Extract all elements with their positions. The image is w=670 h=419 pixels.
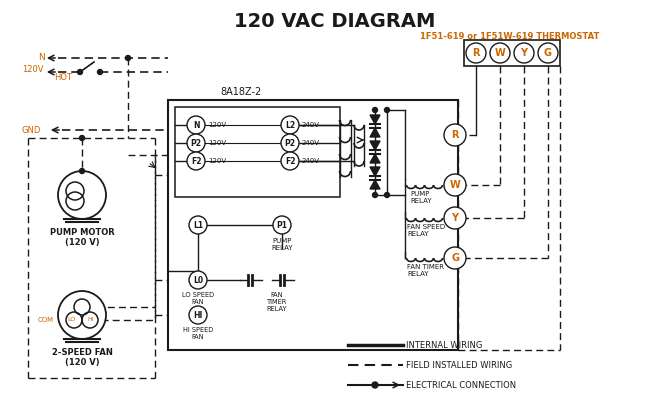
Text: INTERNAL WIRING: INTERNAL WIRING [406, 341, 482, 349]
Text: L2: L2 [285, 121, 295, 129]
Text: LO SPEED
FAN: LO SPEED FAN [182, 292, 214, 305]
Text: PUMP
RELAY: PUMP RELAY [410, 191, 431, 204]
Circle shape [281, 116, 299, 134]
Text: HOT: HOT [54, 73, 72, 83]
Text: HI: HI [88, 316, 94, 321]
Circle shape [444, 207, 466, 229]
Text: N: N [193, 121, 199, 129]
Circle shape [187, 116, 205, 134]
Text: G: G [451, 253, 459, 263]
Text: P2: P2 [190, 139, 202, 147]
Text: 240V: 240V [302, 140, 320, 146]
Text: R: R [452, 130, 459, 140]
Circle shape [514, 43, 534, 63]
Text: FAN
TIMER
RELAY: FAN TIMER RELAY [267, 292, 287, 312]
Circle shape [58, 171, 106, 219]
Circle shape [372, 382, 378, 388]
Circle shape [189, 216, 207, 234]
Circle shape [80, 135, 84, 140]
Text: 8A18Z-2: 8A18Z-2 [220, 87, 261, 97]
Circle shape [281, 152, 299, 170]
Text: HI SPEED
FAN: HI SPEED FAN [183, 327, 213, 340]
Polygon shape [370, 180, 380, 189]
Text: 120V: 120V [208, 122, 226, 128]
Text: HI: HI [194, 310, 203, 320]
Text: FIELD INSTALLED WIRING: FIELD INSTALLED WIRING [406, 360, 513, 370]
Text: G: G [544, 48, 552, 58]
Circle shape [187, 152, 205, 170]
Circle shape [385, 192, 389, 197]
Circle shape [98, 70, 103, 75]
Circle shape [444, 247, 466, 269]
Polygon shape [370, 115, 380, 124]
Polygon shape [370, 141, 380, 150]
Circle shape [444, 124, 466, 146]
Text: FAN SPEED
RELAY: FAN SPEED RELAY [407, 224, 445, 237]
Circle shape [189, 306, 207, 324]
Circle shape [466, 43, 486, 63]
Polygon shape [370, 154, 380, 163]
Text: LO: LO [68, 316, 76, 321]
Text: Y: Y [452, 213, 458, 223]
Text: F2: F2 [191, 157, 201, 166]
Text: PUMP
RELAY: PUMP RELAY [271, 238, 293, 251]
Circle shape [78, 70, 82, 75]
Text: N: N [38, 52, 45, 62]
Circle shape [187, 134, 205, 152]
Text: L1: L1 [193, 220, 203, 230]
Bar [175, 107, 340, 197]
Circle shape [490, 43, 510, 63]
Text: 1F51-619 or 1F51W-619 THERMOSTAT: 1F51-619 or 1F51W-619 THERMOSTAT [420, 32, 600, 41]
Circle shape [58, 291, 106, 339]
Circle shape [281, 134, 299, 152]
Text: 240V: 240V [302, 158, 320, 164]
Text: PUMP MOTOR
(120 V): PUMP MOTOR (120 V) [50, 228, 115, 247]
Text: FAN TIMER
RELAY: FAN TIMER RELAY [407, 264, 444, 277]
Circle shape [125, 55, 131, 60]
Text: ELECTRICAL CONNECTION: ELECTRICAL CONNECTION [406, 380, 516, 390]
Text: 120V: 120V [208, 158, 226, 164]
Text: Y: Y [521, 48, 527, 58]
Text: 2-SPEED FAN
(120 V): 2-SPEED FAN (120 V) [52, 348, 113, 367]
Circle shape [538, 43, 558, 63]
Text: W: W [494, 48, 505, 58]
Text: F2: F2 [285, 157, 295, 166]
Text: P1: P1 [277, 220, 287, 230]
Text: P2: P2 [285, 139, 295, 147]
Text: 120 VAC DIAGRAM: 120 VAC DIAGRAM [234, 12, 436, 31]
Circle shape [80, 168, 84, 173]
Text: 120V: 120V [22, 65, 44, 75]
Text: L0: L0 [193, 276, 203, 285]
Circle shape [373, 192, 377, 197]
Circle shape [273, 216, 291, 234]
Circle shape [444, 174, 466, 196]
Text: 120V: 120V [208, 140, 226, 146]
Bar [168, 100, 458, 350]
Circle shape [385, 108, 389, 112]
Polygon shape [370, 128, 380, 137]
Text: 240V: 240V [302, 122, 320, 128]
Text: GND: GND [22, 126, 42, 134]
Polygon shape [370, 167, 380, 176]
Bar [464, 40, 560, 66]
Circle shape [189, 271, 207, 289]
Text: W: W [450, 180, 460, 190]
Text: R: R [472, 48, 480, 58]
Text: COM: COM [38, 317, 54, 323]
Circle shape [373, 108, 377, 112]
